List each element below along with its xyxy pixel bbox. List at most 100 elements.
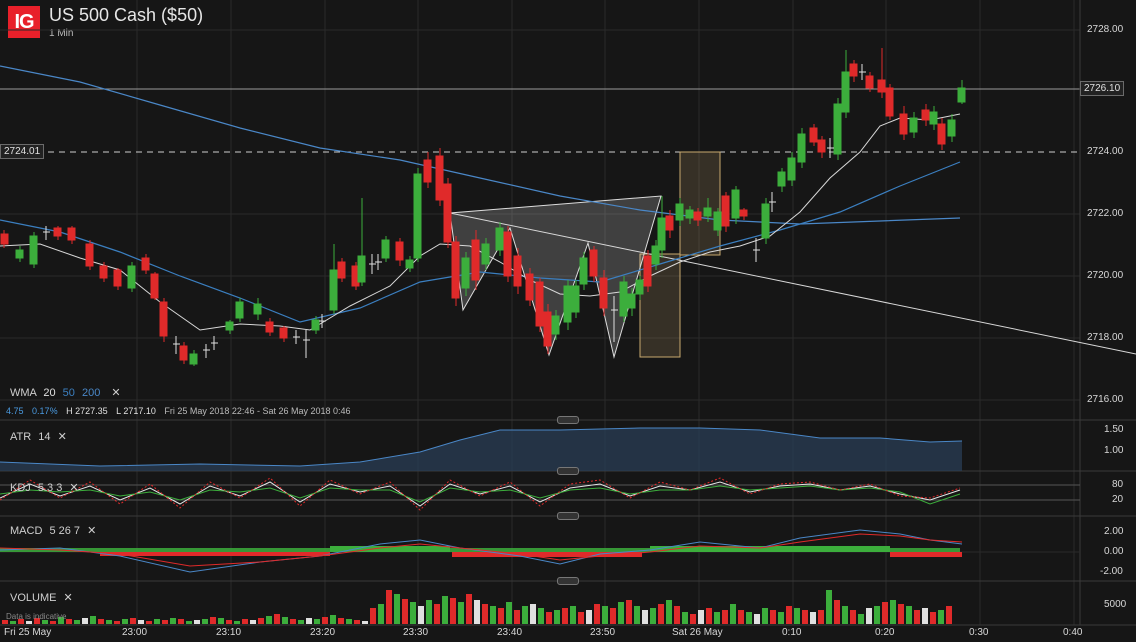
volume-bar <box>642 610 648 624</box>
close-icon[interactable]: ✕ <box>57 431 67 443</box>
candlesticks[interactable] <box>0 48 966 366</box>
volume-bar <box>554 610 560 624</box>
bear-candles <box>0 48 946 364</box>
macd-signal-line <box>0 533 963 567</box>
volume-bar <box>434 604 440 624</box>
time-axis[interactable]: Fri 25 May 23:00 23:10 23:20 23:30 23:40… <box>0 626 1136 642</box>
wma-legend[interactable]: WMA 20 50 200 ✕ <box>10 386 121 399</box>
panel-resize-handle[interactable] <box>557 467 579 475</box>
volume-bar <box>898 604 904 624</box>
volume-bar <box>362 621 368 624</box>
volume-bar <box>130 618 136 624</box>
volume-bar <box>226 620 232 624</box>
kdj-legend[interactable]: KDJ 5 3 3 ✕ <box>10 481 79 494</box>
close-icon[interactable]: ✕ <box>87 525 97 537</box>
close-icon[interactable]: ✕ <box>111 387 121 399</box>
high-value: H 2727.35 <box>66 406 108 416</box>
panel-resize-handle[interactable] <box>557 416 579 424</box>
trendline[interactable] <box>449 212 1136 355</box>
volume-bar <box>498 608 504 624</box>
volume-bar <box>410 602 416 624</box>
volume-bar <box>690 614 696 624</box>
volume-bar <box>466 594 472 624</box>
macd-line <box>0 529 963 573</box>
volume-bar <box>426 600 432 624</box>
time-label: Sat 26 May <box>672 627 723 638</box>
kdj-tick: 20 <box>1112 494 1124 505</box>
volume-bar <box>570 606 576 624</box>
vertical-gridlines <box>136 0 1075 625</box>
volume-bar <box>26 621 32 624</box>
level-price-marker[interactable]: 2724.01 <box>0 144 45 159</box>
volume-legend[interactable]: VOLUME ✕ <box>10 591 73 604</box>
volume-bar <box>114 621 120 624</box>
volume-bar <box>58 617 64 624</box>
volume-bar <box>378 604 384 624</box>
price-tick: 2722.00 <box>1087 208 1124 219</box>
panel-resize-handle[interactable] <box>557 577 579 585</box>
volume-bar <box>258 618 264 624</box>
volume-bar <box>34 618 40 624</box>
volume-bar <box>162 620 168 624</box>
volume-bar <box>450 598 456 624</box>
atr-area <box>0 428 962 471</box>
volume-bar <box>706 608 712 624</box>
price-tick: 2728.00 <box>1087 24 1124 35</box>
volume-bar <box>146 621 152 624</box>
volume-bar <box>538 608 544 624</box>
volume-bar <box>154 619 160 624</box>
price-tick: 2716.00 <box>1087 394 1124 405</box>
close-icon[interactable]: ✕ <box>69 482 79 494</box>
volume-bar <box>770 610 776 624</box>
kdj-k-line <box>0 481 961 507</box>
volume-bar <box>794 608 800 624</box>
volume-bar <box>386 590 392 624</box>
volume-bar <box>442 596 448 624</box>
time-label: Fri 25 May <box>4 627 52 638</box>
volume-bar <box>850 610 856 624</box>
volume-bar <box>522 606 528 624</box>
volume-bar <box>594 604 600 624</box>
chart-header: IG US 500 Cash ($50) 1 Min <box>0 0 1080 44</box>
change-value: 4.75 <box>6 406 24 416</box>
volume-bar <box>874 606 880 624</box>
macd-legend[interactable]: MACD 5 26 7 ✕ <box>10 524 96 537</box>
volume-bar <box>242 619 248 624</box>
volume-bar <box>634 606 640 624</box>
volume-bar <box>106 620 112 624</box>
volume-bar <box>90 616 96 624</box>
volume-bar <box>626 600 632 624</box>
instrument-title[interactable]: US 500 Cash ($50) <box>49 5 204 25</box>
timeframe-label[interactable]: 1 Min <box>49 28 74 39</box>
volume-bar <box>802 610 808 624</box>
macd-tick: 2.00 <box>1104 526 1124 537</box>
bull-candles <box>15 50 966 366</box>
volume-bar <box>938 610 944 624</box>
volume-bar <box>338 618 344 624</box>
data-indicative-note: Data is indicative <box>6 612 67 621</box>
volume-bar <box>514 610 520 624</box>
volume-bar <box>138 620 144 624</box>
volume-bar <box>650 608 656 624</box>
volume-bar <box>418 606 424 624</box>
highlight-zone-upper[interactable] <box>679 151 721 256</box>
panel-resize-handle[interactable] <box>557 512 579 520</box>
time-label: 23:20 <box>310 627 336 638</box>
atr-legend[interactable]: ATR 14 ✕ <box>10 430 67 443</box>
macd-label: MACD <box>10 525 43 537</box>
volume-bar <box>586 610 592 624</box>
low-value: L 2717.10 <box>116 406 156 416</box>
volume-bar <box>930 612 936 624</box>
volume-bar <box>562 608 568 624</box>
volume-bar <box>282 617 288 624</box>
volume-bar <box>906 606 912 624</box>
volume-bar <box>306 618 312 624</box>
doji-candles <box>43 64 866 358</box>
volume-bar <box>250 620 256 624</box>
volume-tick: 5000 <box>1104 599 1127 610</box>
kdj-label: KDJ <box>10 482 31 494</box>
close-icon[interactable]: ✕ <box>63 592 73 604</box>
macd-tick: 0.00 <box>1104 546 1124 557</box>
volume-bar <box>682 612 688 624</box>
